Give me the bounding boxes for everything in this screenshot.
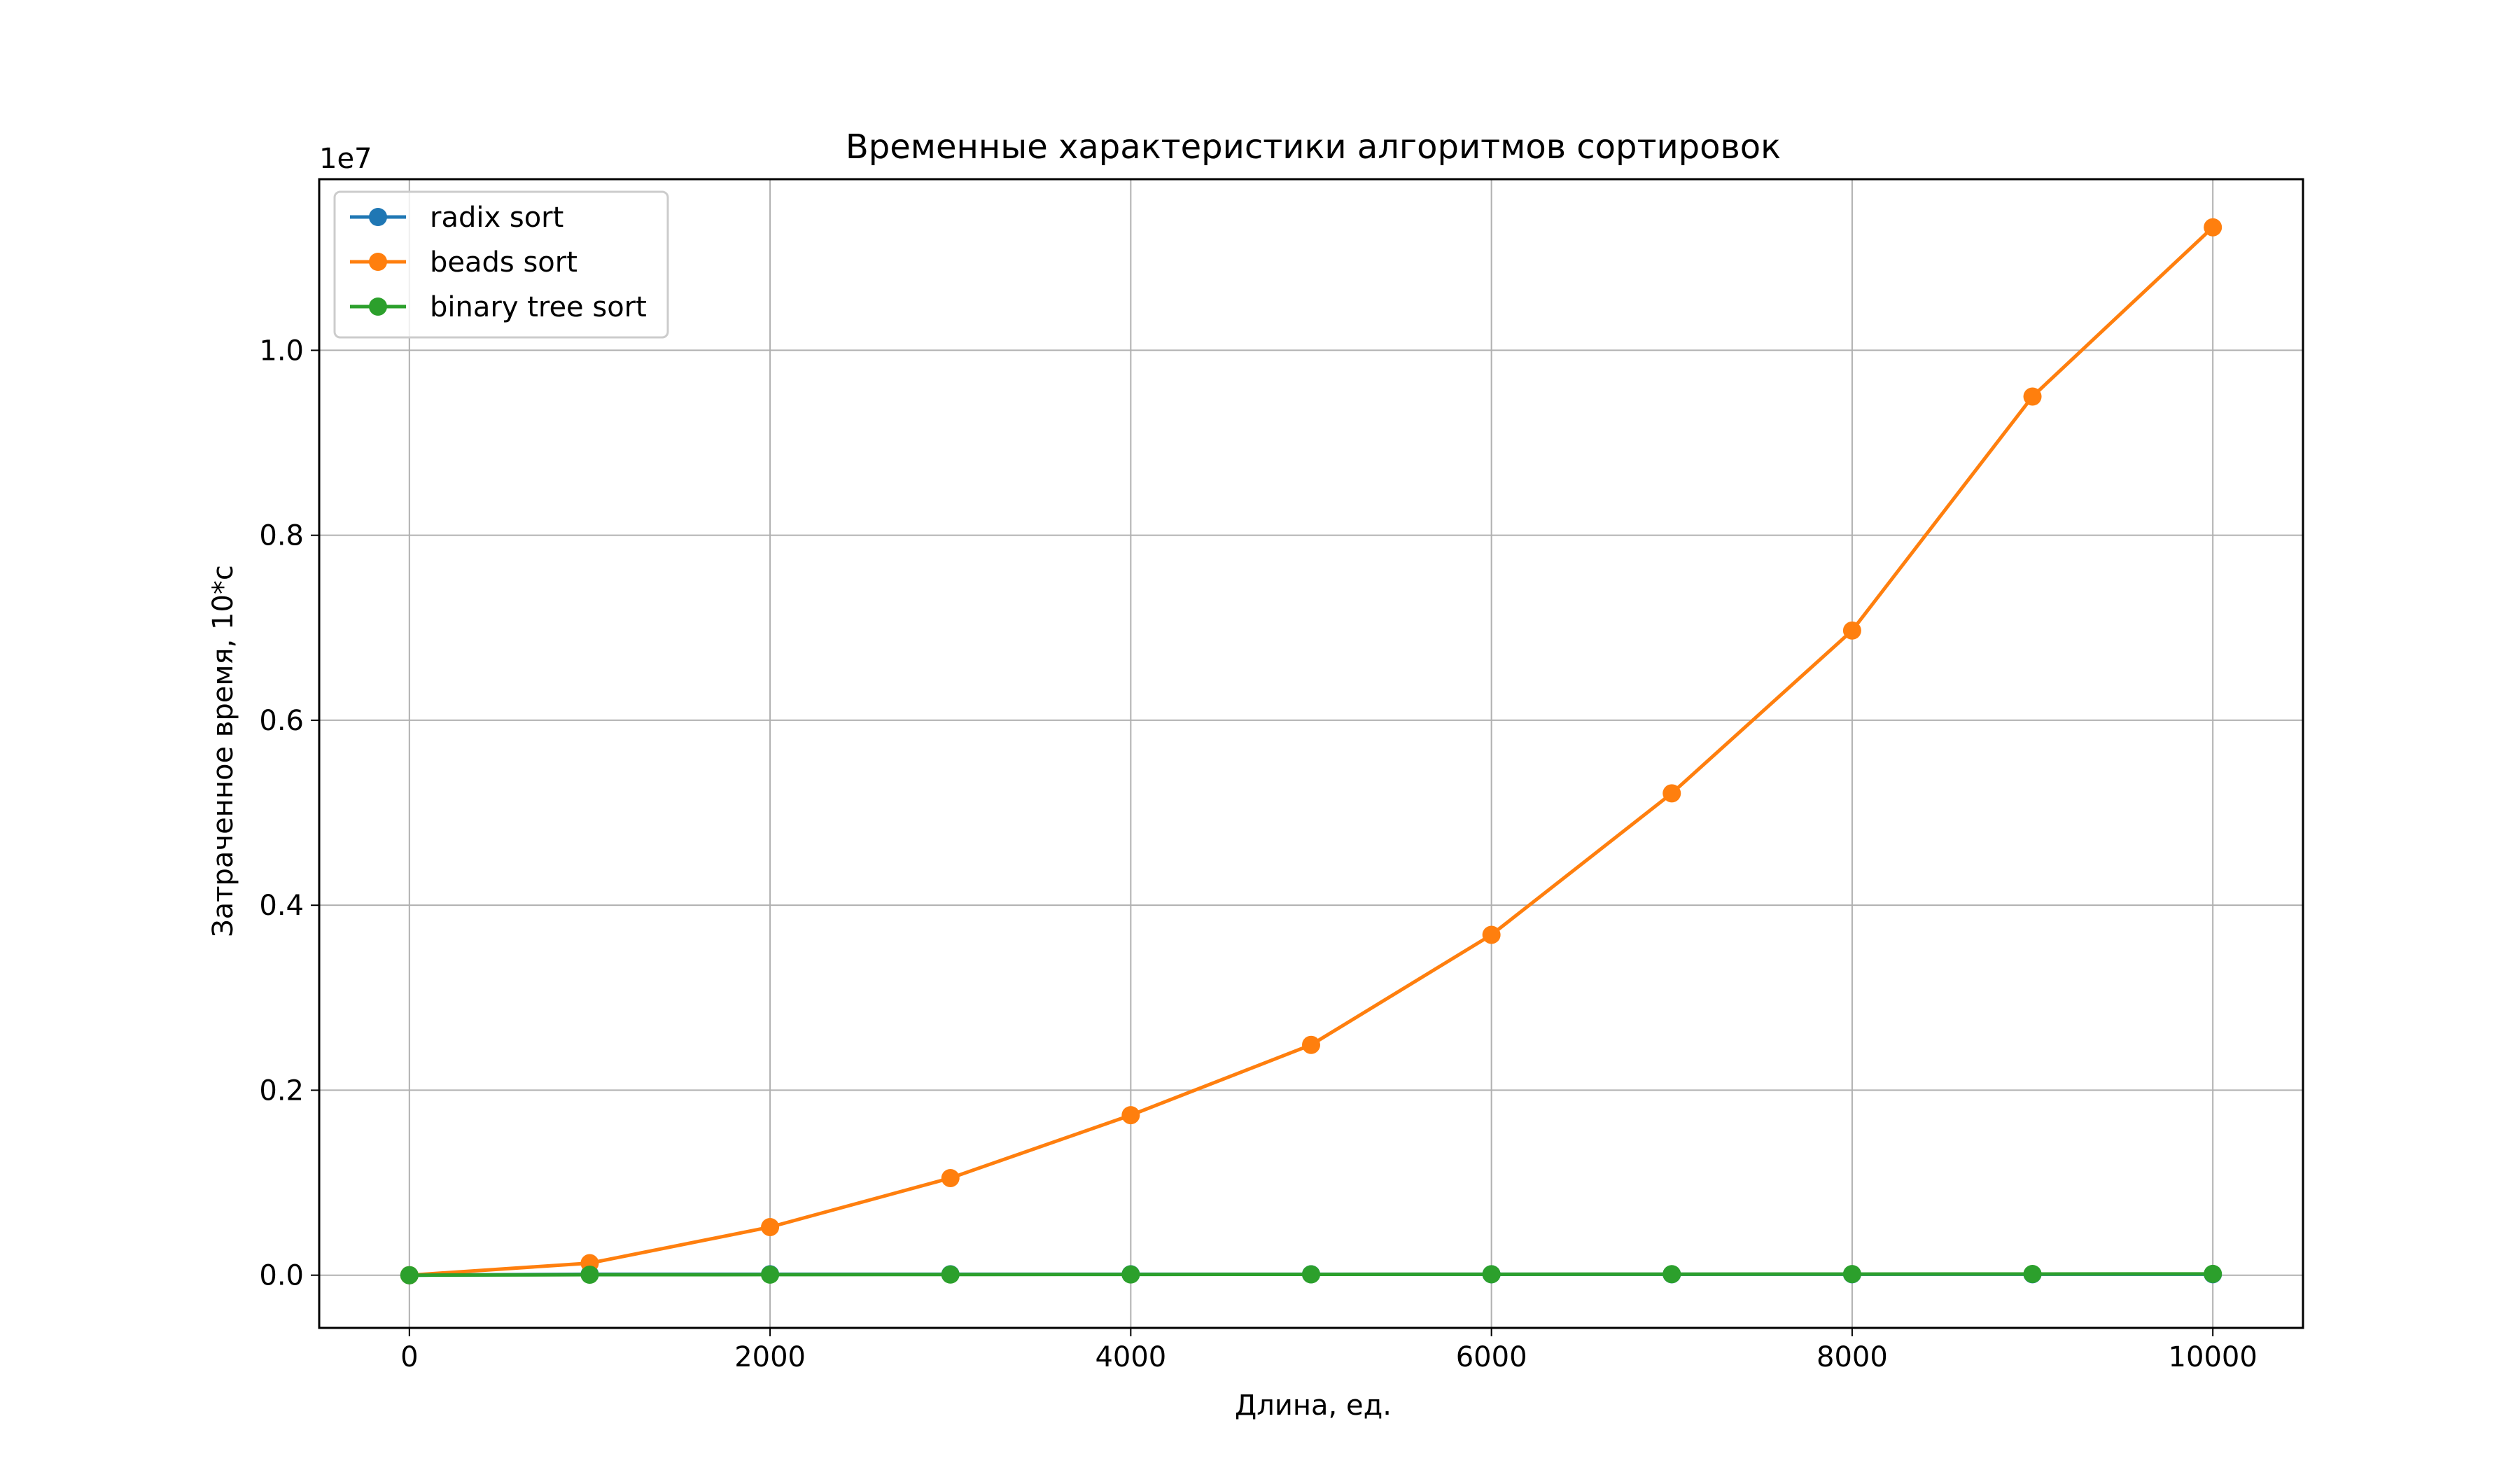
data-point-binary-tree-sort bbox=[1662, 1265, 1681, 1284]
x-tick-label: 6000 bbox=[1456, 1341, 1527, 1373]
legend-entry-radix-sort: radix sort bbox=[350, 202, 564, 234]
plot-frame bbox=[318, 178, 2304, 1329]
legend-label: binary tree sort bbox=[430, 291, 647, 323]
series-binary-tree-sort bbox=[400, 1264, 2222, 1284]
legend-box bbox=[333, 190, 669, 339]
series-beads-sort bbox=[400, 218, 2222, 1284]
chart-title: Временные характеристики алгоритмов сорт… bbox=[846, 127, 1781, 167]
data-point-beads-sort bbox=[1482, 925, 1501, 944]
y-tick-label: 0.4 bbox=[259, 890, 304, 922]
data-point-binary-tree-sort bbox=[1482, 1265, 1501, 1284]
x-tick-label: 2000 bbox=[734, 1341, 806, 1373]
y-tick-label: 0.2 bbox=[259, 1074, 304, 1107]
y-axis-label: Затраченное время, 10*с bbox=[207, 565, 239, 937]
data-point-beads-sort bbox=[1662, 784, 1681, 803]
data-point-beads-sort bbox=[761, 1217, 780, 1236]
data-point-beads-sort bbox=[2023, 387, 2042, 406]
x-axis-label: Длина, ед. bbox=[1235, 1390, 1392, 1422]
legend-label: beads sort bbox=[430, 246, 578, 279]
x-tick-label: 10000 bbox=[2169, 1341, 2258, 1373]
y-tick-label: 0.0 bbox=[259, 1260, 304, 1292]
y-axis: 0.0 0.2 0.4 0.6 0.8 1.0 bbox=[259, 335, 319, 1292]
x-axis: 0 2000 4000 6000 8000 10000 bbox=[400, 1328, 2258, 1373]
data-point-beads-sort bbox=[941, 1168, 960, 1187]
legend-entry-beads-sort: beads sort bbox=[350, 246, 578, 279]
x-tick-label: 4000 bbox=[1095, 1341, 1166, 1373]
legend-entry-binary-tree-sort: binary tree sort bbox=[350, 291, 647, 323]
data-point-beads-sort bbox=[2204, 218, 2222, 237]
legend: radix sort beads sort binary tree sort bbox=[333, 190, 669, 339]
data-point-beads-sort bbox=[1121, 1106, 1140, 1125]
legend-swatch-marker bbox=[369, 253, 387, 271]
data-point-binary-tree-sort bbox=[2204, 1264, 2222, 1283]
data-point-beads-sort bbox=[1302, 1035, 1320, 1054]
data-point-binary-tree-sort bbox=[1302, 1265, 1320, 1284]
legend-label: radix sort bbox=[430, 202, 564, 234]
y-tick-label: 0.6 bbox=[259, 705, 304, 737]
legend-swatch-marker bbox=[369, 298, 387, 316]
legend-swatch-marker bbox=[369, 208, 387, 226]
x-tick-label: 8000 bbox=[1816, 1341, 1888, 1373]
data-point-beads-sort bbox=[1842, 621, 1861, 640]
data-point-binary-tree-sort bbox=[2023, 1264, 2042, 1283]
y-tick-label: 1.0 bbox=[259, 335, 304, 367]
data-point-binary-tree-sort bbox=[761, 1265, 780, 1284]
data-point-binary-tree-sort bbox=[400, 1266, 419, 1284]
y-offset-label: 1e7 bbox=[319, 143, 372, 175]
series-layer bbox=[400, 218, 2222, 1284]
x-tick-label: 0 bbox=[400, 1341, 418, 1373]
data-point-binary-tree-sort bbox=[941, 1265, 960, 1284]
data-point-binary-tree-sort bbox=[1842, 1265, 1861, 1284]
data-point-binary-tree-sort bbox=[580, 1266, 599, 1284]
data-point-binary-tree-sort bbox=[1121, 1265, 1140, 1284]
y-tick-label: 0.8 bbox=[259, 520, 304, 552]
